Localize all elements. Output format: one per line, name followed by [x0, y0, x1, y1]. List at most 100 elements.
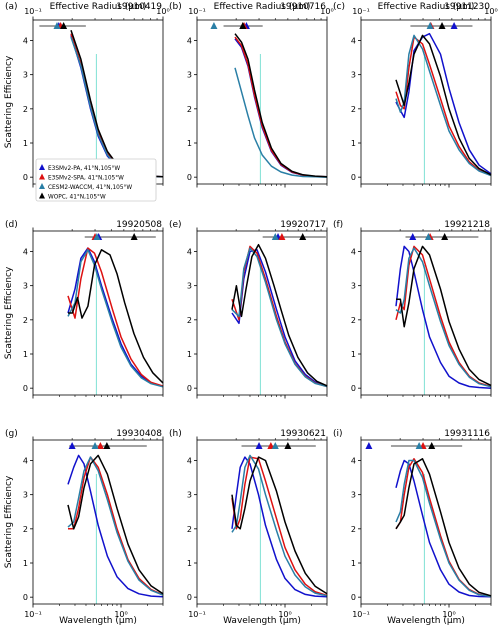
series-line-wopc: [68, 249, 164, 384]
panel-b: 0 1 2 3 4 10⁻¹ 10⁰: [187, 7, 334, 188]
panel-label: (f): [333, 220, 343, 230]
panel-i: 0 1 2 3 4 10⁻¹ 10⁰: [351, 436, 492, 619]
series-line-e3smv2-pa: [231, 456, 328, 598]
y-tick-label: 4: [187, 37, 192, 46]
y-tick-label: 1: [351, 559, 356, 568]
legend-label: WOPC, 41°N,105°W: [48, 195, 106, 201]
effective-radius-marker-wopc: [284, 442, 292, 449]
plot-frame: [196, 230, 328, 396]
x-axis-label: Wavelength (µm): [223, 616, 301, 626]
y-tick-label: 2: [351, 316, 356, 325]
panel-date: 19910419: [116, 2, 162, 12]
panel-label: (c): [333, 2, 345, 12]
y-tick-label: 4: [23, 37, 28, 46]
series-line-cesm2-waccm: [67, 456, 164, 596]
panel-date: 19930621: [280, 429, 326, 439]
series-line-wopc: [234, 33, 328, 178]
y-tick-label: 0: [187, 593, 192, 602]
legend: E3SMv2-PA, 41°N,105°W E3SMv2-SPA, 41°N,10…: [35, 158, 157, 202]
y-tick-label: 3: [351, 71, 356, 80]
effective-radius-marker-wopc: [60, 22, 68, 29]
y-tick-label: 0: [23, 384, 28, 393]
plot-frame: [360, 439, 492, 605]
effective-radius-marker-wopc: [103, 442, 111, 449]
y-axis-label: Scattering Efficiency: [4, 266, 14, 359]
y-tick-label: 3: [187, 491, 192, 500]
effective-radius-marker-cesm2-waccm: [53, 22, 61, 29]
panel-label: (e): [169, 220, 182, 230]
top-tick-label: 10⁰: [484, 7, 497, 16]
series-line-e3smv2-pa: [395, 32, 492, 175]
effective-radius-marker-cesm2-waccm: [426, 22, 434, 29]
effective-radius-marker-e3smv2-pa: [409, 233, 417, 240]
series-line-cesm2-waccm: [231, 247, 328, 388]
effective-radius-marker-wopc: [130, 233, 138, 240]
series-line-wopc: [396, 245, 492, 387]
panel-g: 0 1 2 3 4 10⁻¹ 10⁰: [23, 436, 164, 619]
series-line-cesm2-waccm: [395, 459, 492, 598]
series-line-e3smv2-spa: [68, 456, 164, 596]
series-line-e3smv2-pa: [67, 454, 164, 598]
x-axis-label: Wavelength (µm): [59, 616, 137, 626]
panel-c: 0 1 2 3 4 10⁻¹ 10⁰: [351, 7, 498, 188]
series-line-wopc: [395, 34, 492, 176]
series-line-e3smv2-spa: [234, 36, 328, 178]
y-tick-label: 3: [187, 282, 192, 291]
top-axis-label: Effective Radius (µm): [378, 2, 475, 12]
y-tick-label: 0: [23, 593, 28, 602]
effective-radius-marker-wopc: [299, 233, 307, 240]
y-tick-label: 4: [351, 248, 356, 257]
plot-frame: [196, 19, 328, 185]
panel-label: (h): [169, 429, 182, 439]
legend-marker: [39, 192, 45, 199]
series-line-cesm2-waccm: [67, 249, 164, 388]
series-line-wopc: [231, 243, 328, 387]
panel-h: 0 1 2 3 4 10⁻¹ 10⁰: [187, 436, 328, 619]
series-line-e3smv2-spa: [70, 33, 164, 178]
x-tick-label: 10⁻¹: [188, 610, 206, 619]
y-tick-label: 4: [351, 37, 356, 46]
effective-radius-marker-wopc: [428, 442, 436, 449]
plot-frame: [360, 230, 492, 396]
effective-radius-marker-e3smv2-pa: [255, 442, 263, 449]
panel-d: 0 1 2 3 4: [23, 227, 164, 399]
y-tick-label: 1: [351, 139, 356, 148]
plot-frame: [32, 439, 164, 605]
y-tick-label: 1: [23, 139, 28, 148]
top-tick-label: 10⁻¹: [188, 7, 206, 16]
legend-label: E3SMv2-SPA, 41°N,105°W: [48, 176, 124, 182]
panel-label: (b): [169, 2, 182, 12]
y-tick-label: 0: [23, 173, 28, 182]
y-tick-label: 2: [187, 525, 192, 534]
y-tick-label: 3: [23, 491, 28, 500]
effective-radius-marker-e3smv2-spa: [267, 442, 275, 449]
series-line-cesm2-waccm: [395, 247, 492, 388]
y-tick-label: 1: [187, 350, 192, 359]
effective-radius-marker-cesm2-waccm: [415, 442, 423, 449]
y-tick-label: 4: [351, 457, 356, 466]
y-tick-label: 2: [351, 105, 356, 114]
y-tick-label: 0: [351, 593, 356, 602]
effective-radius-marker-cesm2-waccm: [271, 233, 279, 240]
panel-date: 19931116: [444, 429, 490, 439]
effective-radius-marker-e3smv2-pa: [365, 442, 373, 449]
y-tick-label: 1: [187, 559, 192, 568]
y-tick-label: 3: [23, 71, 28, 80]
y-tick-label: 4: [23, 457, 28, 466]
top-tick-label: 10⁰: [156, 7, 169, 16]
panel-date: 19910716: [280, 2, 326, 12]
legend-marker: [39, 183, 45, 189]
effective-radius-marker-cesm2-waccm: [424, 233, 432, 240]
top-tick-label: 10⁰: [320, 7, 333, 16]
y-tick-label: 1: [187, 139, 192, 148]
panel-e: 0 1 2 3 4: [187, 227, 328, 399]
y-tick-label: 4: [187, 248, 192, 257]
panel-date: 19920508: [116, 220, 162, 230]
y-tick-label: 3: [23, 282, 28, 291]
x-tick-label: 10⁰: [442, 610, 455, 619]
effective-radius-marker-e3smv2-pa: [450, 22, 458, 29]
y-tick-label: 2: [187, 105, 192, 114]
series-line-cesm2-waccm: [70, 36, 164, 178]
x-axis-label: Wavelength (µm): [387, 616, 465, 626]
y-tick-label: 4: [187, 457, 192, 466]
